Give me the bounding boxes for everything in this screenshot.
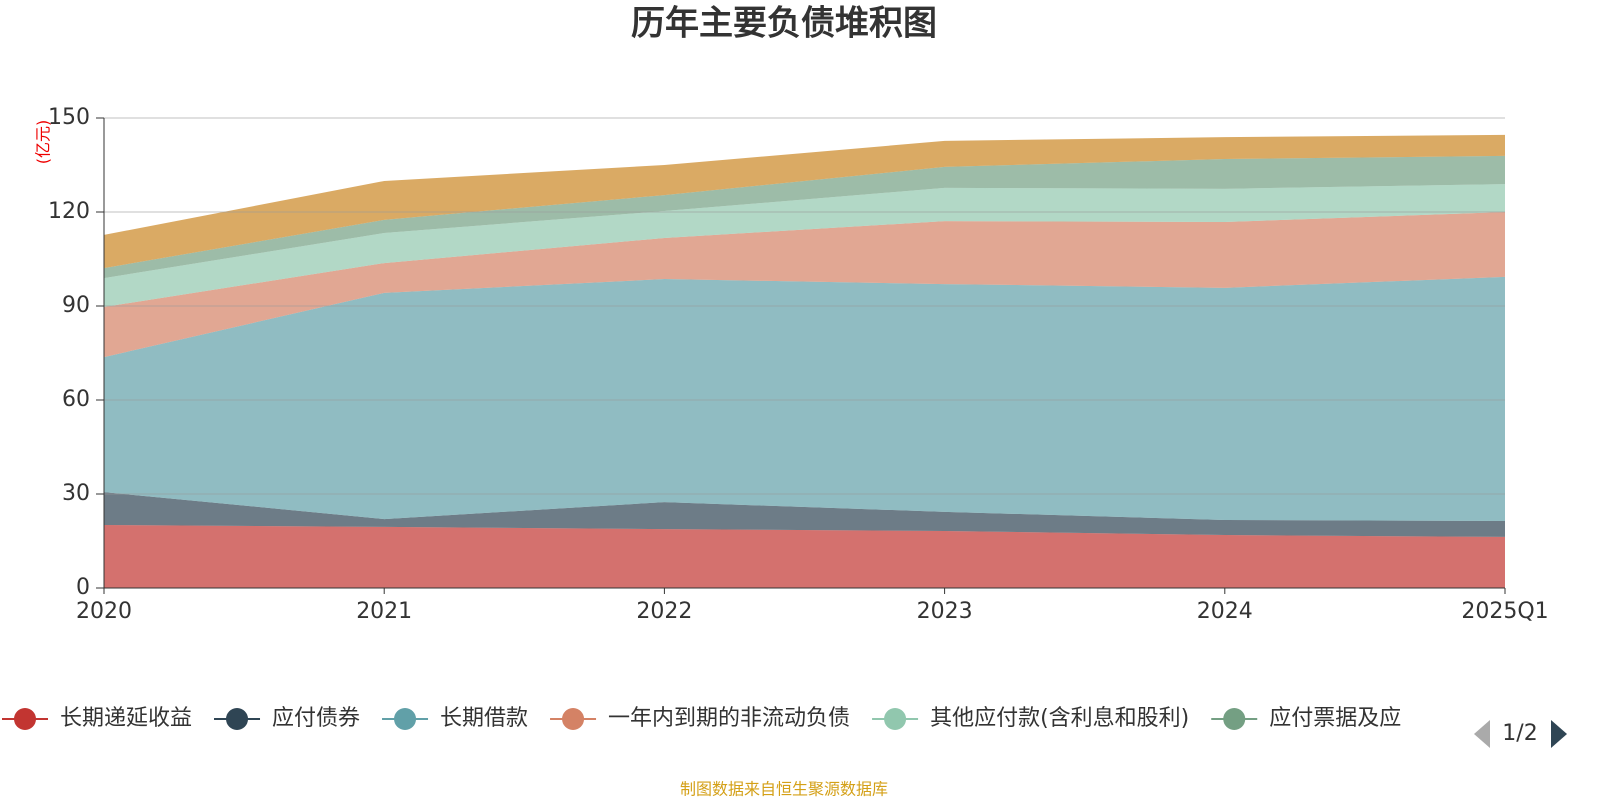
- legend-prev[interactable]: [1474, 720, 1490, 748]
- x-tick-label: 2025Q1: [1461, 599, 1548, 624]
- area-series: [104, 525, 1505, 588]
- y-axis-label: (亿元): [34, 120, 53, 165]
- y-tick-label: 150: [48, 105, 90, 130]
- chart-title: 历年主要负债堆积图: [631, 4, 937, 44]
- legend-label: 应付债券: [272, 706, 360, 731]
- area-series: [104, 134, 1505, 269]
- legend-marker: [884, 708, 907, 730]
- legend: 长期递延收益 应付债券 长期借款 一年内到期的非流动负债 其他应付款(含利息和股利) 应付…: [2, 706, 1401, 731]
- y-tick-label: 90: [62, 293, 90, 318]
- legend-label: 长期递延收益: [60, 706, 192, 731]
- x-tick-label: 2023: [917, 599, 973, 624]
- source-note: 制图数据来自恒生聚源数据库: [680, 780, 888, 799]
- area-series: [104, 184, 1505, 307]
- legend-marker: [394, 708, 417, 730]
- legend-label: 其他应付款(含利息和股利): [930, 706, 1189, 731]
- area-series: [104, 155, 1505, 279]
- legend-label: 应付票据及应: [1269, 706, 1401, 731]
- legend-next[interactable]: [1551, 720, 1567, 748]
- area-series: [104, 276, 1505, 521]
- area-series: [104, 212, 1505, 358]
- x-tick-label: 2024: [1197, 599, 1253, 624]
- legend-label: 长期借款: [440, 706, 528, 731]
- y-tick-label: 60: [62, 387, 90, 412]
- legend-label: 一年内到期的非流动负债: [608, 706, 850, 731]
- area-series: [104, 492, 1505, 537]
- x-tick-label: 2022: [636, 599, 692, 624]
- plot-area: [104, 134, 1505, 588]
- legend-marker: [562, 708, 585, 730]
- legend-page: 1/2: [1502, 721, 1537, 746]
- x-tick-label: 2020: [76, 599, 132, 624]
- y-tick-label: 120: [48, 199, 90, 224]
- x-tick-label: 2021: [356, 599, 412, 624]
- y-tick-label: 0: [76, 575, 90, 600]
- legend-marker: [1223, 708, 1246, 730]
- y-tick-label: 30: [62, 481, 90, 506]
- legend-marker: [14, 708, 36, 730]
- legend-marker: [226, 708, 249, 730]
